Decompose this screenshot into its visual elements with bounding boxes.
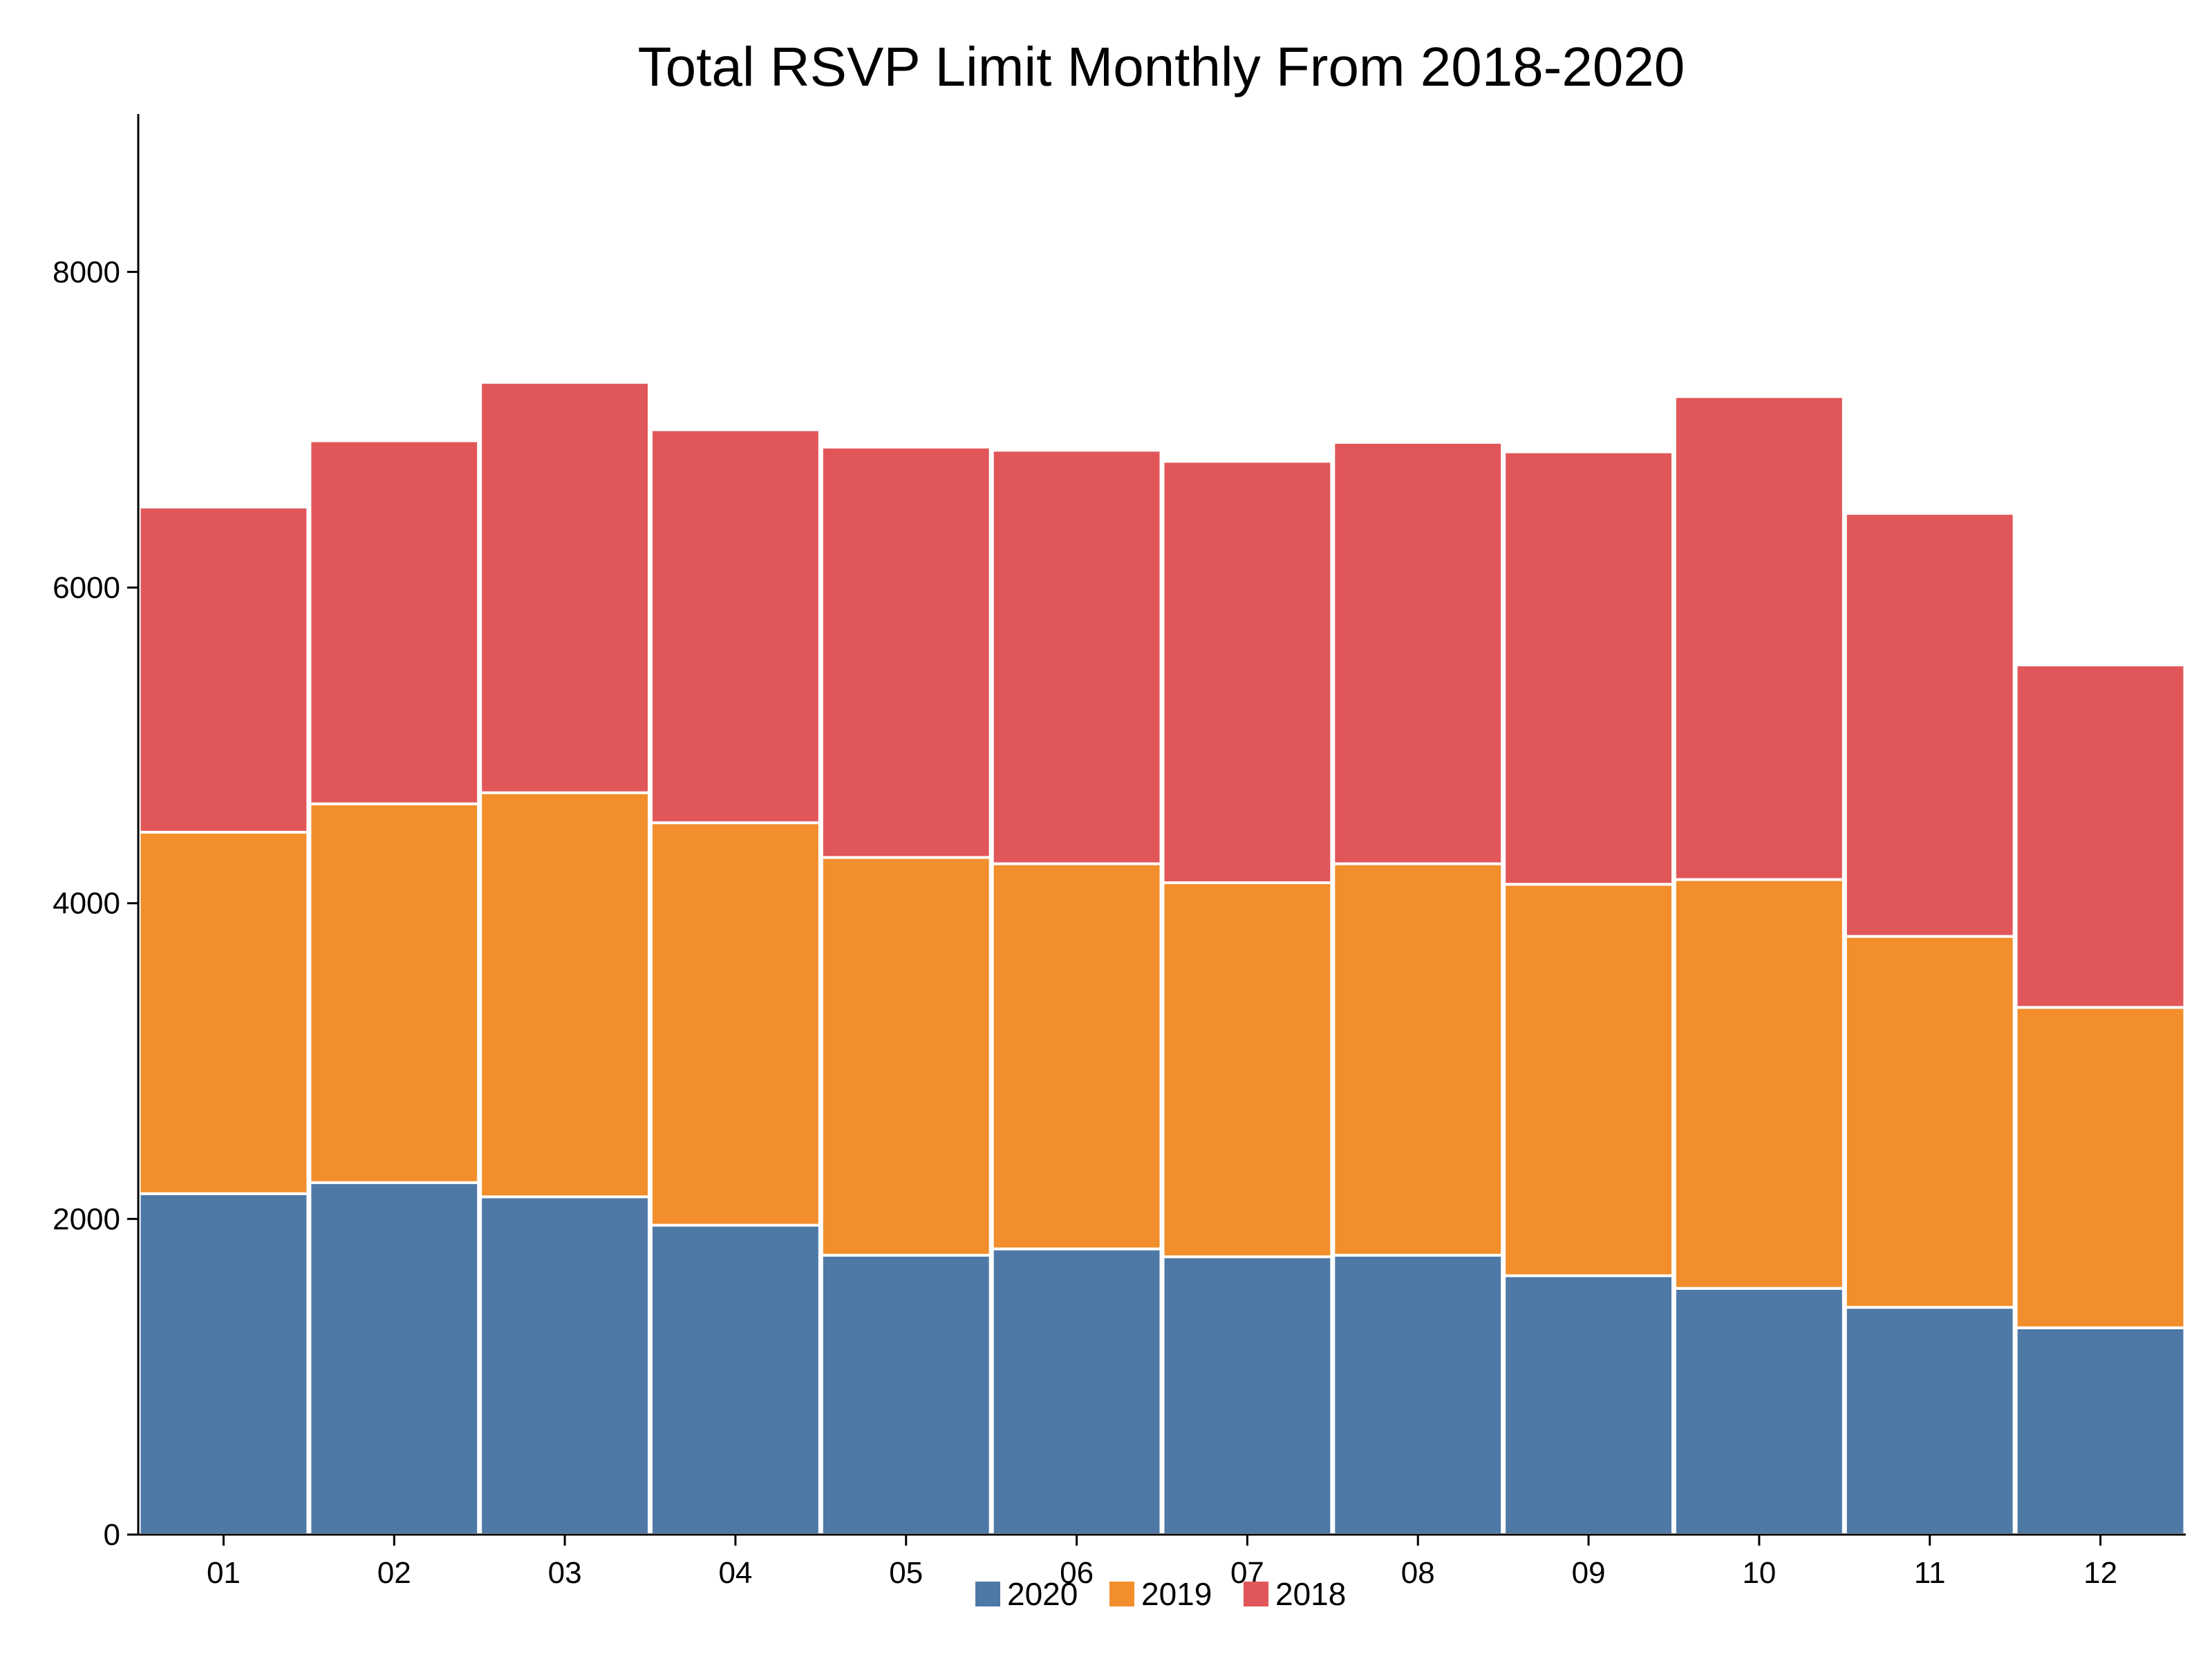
bar-04-2018 <box>650 428 821 825</box>
bar-07-2020 <box>1161 1255 1333 1536</box>
bar-12-2018 <box>2014 663 2186 1009</box>
x-tick-label: 12 <box>2083 1556 2117 1590</box>
y-tick-label: 4000 <box>53 887 120 921</box>
y-tick-label: 0 <box>104 1518 120 1552</box>
bar-07-2018 <box>1161 460 1333 884</box>
x-tick-label: 11 <box>1914 1556 1946 1590</box>
bar-01-2020 <box>138 1192 310 1537</box>
bar-12-2019 <box>2014 1006 2186 1329</box>
bar-04-2020 <box>650 1224 821 1536</box>
bar-02-2020 <box>308 1181 480 1536</box>
bar-11-2019 <box>1844 935 2016 1309</box>
x-tick-label: 03 <box>548 1556 582 1590</box>
x-tick-label: 01 <box>207 1556 241 1590</box>
bar-05-2019 <box>820 856 992 1257</box>
bar-12-2020 <box>2014 1326 2186 1536</box>
bar-10-2018 <box>1674 395 1845 881</box>
y-tick-label: 2000 <box>53 1202 120 1236</box>
bar-10-2019 <box>1674 878 1845 1290</box>
x-tick-label: 04 <box>718 1556 752 1590</box>
bar-08-2019 <box>1332 862 1504 1257</box>
bar-10-2020 <box>1674 1286 1845 1537</box>
legend-swatch-2020 <box>975 1582 1000 1606</box>
bar-03-2019 <box>479 791 651 1199</box>
legend: 2020 2019 2018 <box>975 1576 1346 1612</box>
legend-label-2020: 2020 <box>1007 1576 1078 1612</box>
y-axis: 0 2000 4000 6000 8000 <box>53 114 140 1552</box>
x-tick-label: 05 <box>889 1556 923 1590</box>
legend-label-2018: 2018 <box>1275 1576 1346 1612</box>
bar-09-2018 <box>1503 450 1675 886</box>
x-axis: 01 02 03 04 05 06 07 08 09 10 11 12 <box>138 1533 2186 1590</box>
bar-05-2020 <box>820 1253 992 1536</box>
bar-03-2018 <box>479 381 651 794</box>
bar-06-2019 <box>991 862 1163 1250</box>
bar-02-2018 <box>308 439 480 805</box>
bar-11-2018 <box>1844 512 2016 938</box>
x-tick-label: 02 <box>377 1556 411 1590</box>
bar-03-2020 <box>479 1195 651 1537</box>
x-tick-label: 08 <box>1401 1556 1435 1590</box>
bar-04-2019 <box>650 821 821 1227</box>
bar-08-2018 <box>1332 440 1504 865</box>
chart-title: Total RSVP Limit Monthly From 2018-2020 <box>638 36 1685 97</box>
bar-08-2020 <box>1332 1253 1504 1536</box>
legend-swatch-2019 <box>1109 1582 1134 1606</box>
x-tick-label: 10 <box>1742 1556 1776 1590</box>
bar-09-2019 <box>1503 883 1675 1277</box>
legend-label-2019: 2019 <box>1141 1576 1212 1612</box>
bar-06-2018 <box>991 449 1163 865</box>
bar-02-2019 <box>308 802 480 1184</box>
bar-06-2020 <box>991 1247 1163 1536</box>
bars-layer <box>138 381 2186 1537</box>
bar-05-2018 <box>820 445 992 859</box>
bar-07-2019 <box>1161 881 1333 1259</box>
y-tick-label: 6000 <box>53 571 120 605</box>
x-tick-label: 06 <box>1060 1556 1094 1590</box>
bar-11-2020 <box>1844 1306 2016 1536</box>
legend-swatch-2018 <box>1244 1582 1268 1606</box>
bar-01-2019 <box>138 830 310 1195</box>
x-tick-label: 09 <box>1572 1556 1606 1590</box>
bar-01-2018 <box>138 505 310 834</box>
y-tick-label: 8000 <box>53 255 120 289</box>
bar-09-2020 <box>1503 1274 1675 1536</box>
